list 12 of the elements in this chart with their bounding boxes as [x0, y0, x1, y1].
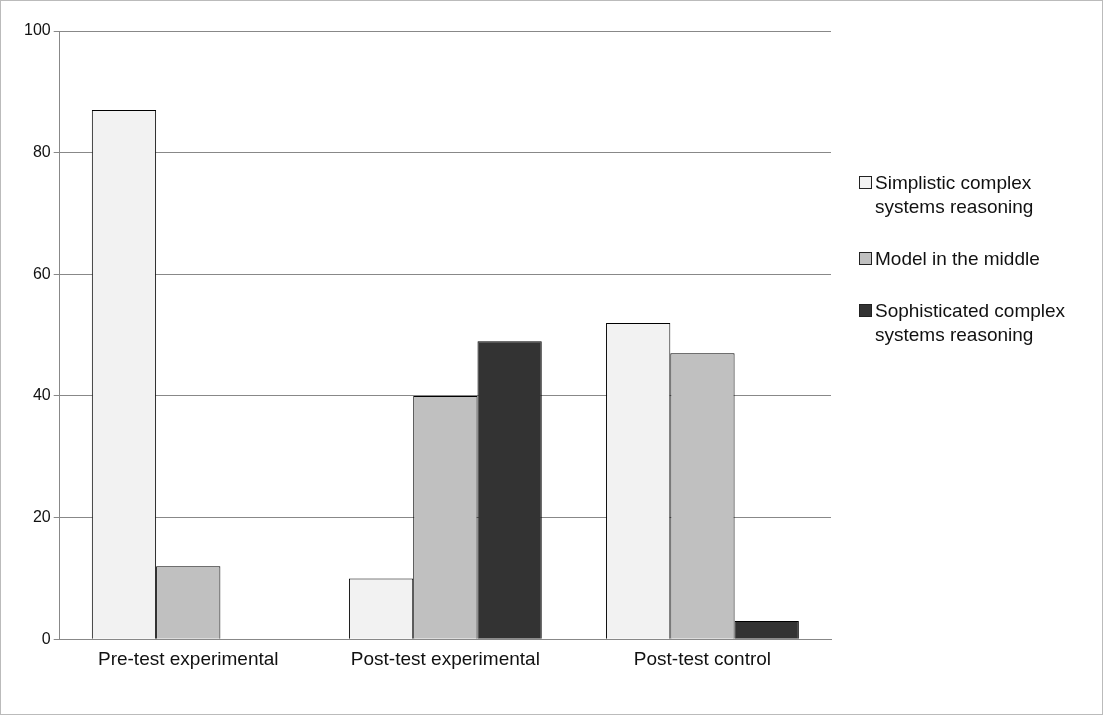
- x-tick-label: Post-test control: [633, 647, 772, 669]
- legend-label: Model in the middle: [875, 247, 1040, 271]
- y-tick-label: 80: [32, 143, 51, 161]
- text: Simplistic complex systems reasoning: [875, 171, 1035, 219]
- y-tick-label: 0: [41, 629, 51, 647]
- x-tick-label: Post-test experimental: [350, 647, 540, 669]
- y-tick-label: 60: [32, 264, 51, 282]
- y-tick-label: 40: [32, 386, 51, 404]
- legend-label: Sophisticated complex systems reasoning: [875, 299, 1067, 347]
- y-tick-label: 20: [32, 507, 51, 525]
- y-tick-label: 100: [23, 21, 51, 39]
- x-tick-label: Pre-test experimental: [97, 647, 279, 669]
